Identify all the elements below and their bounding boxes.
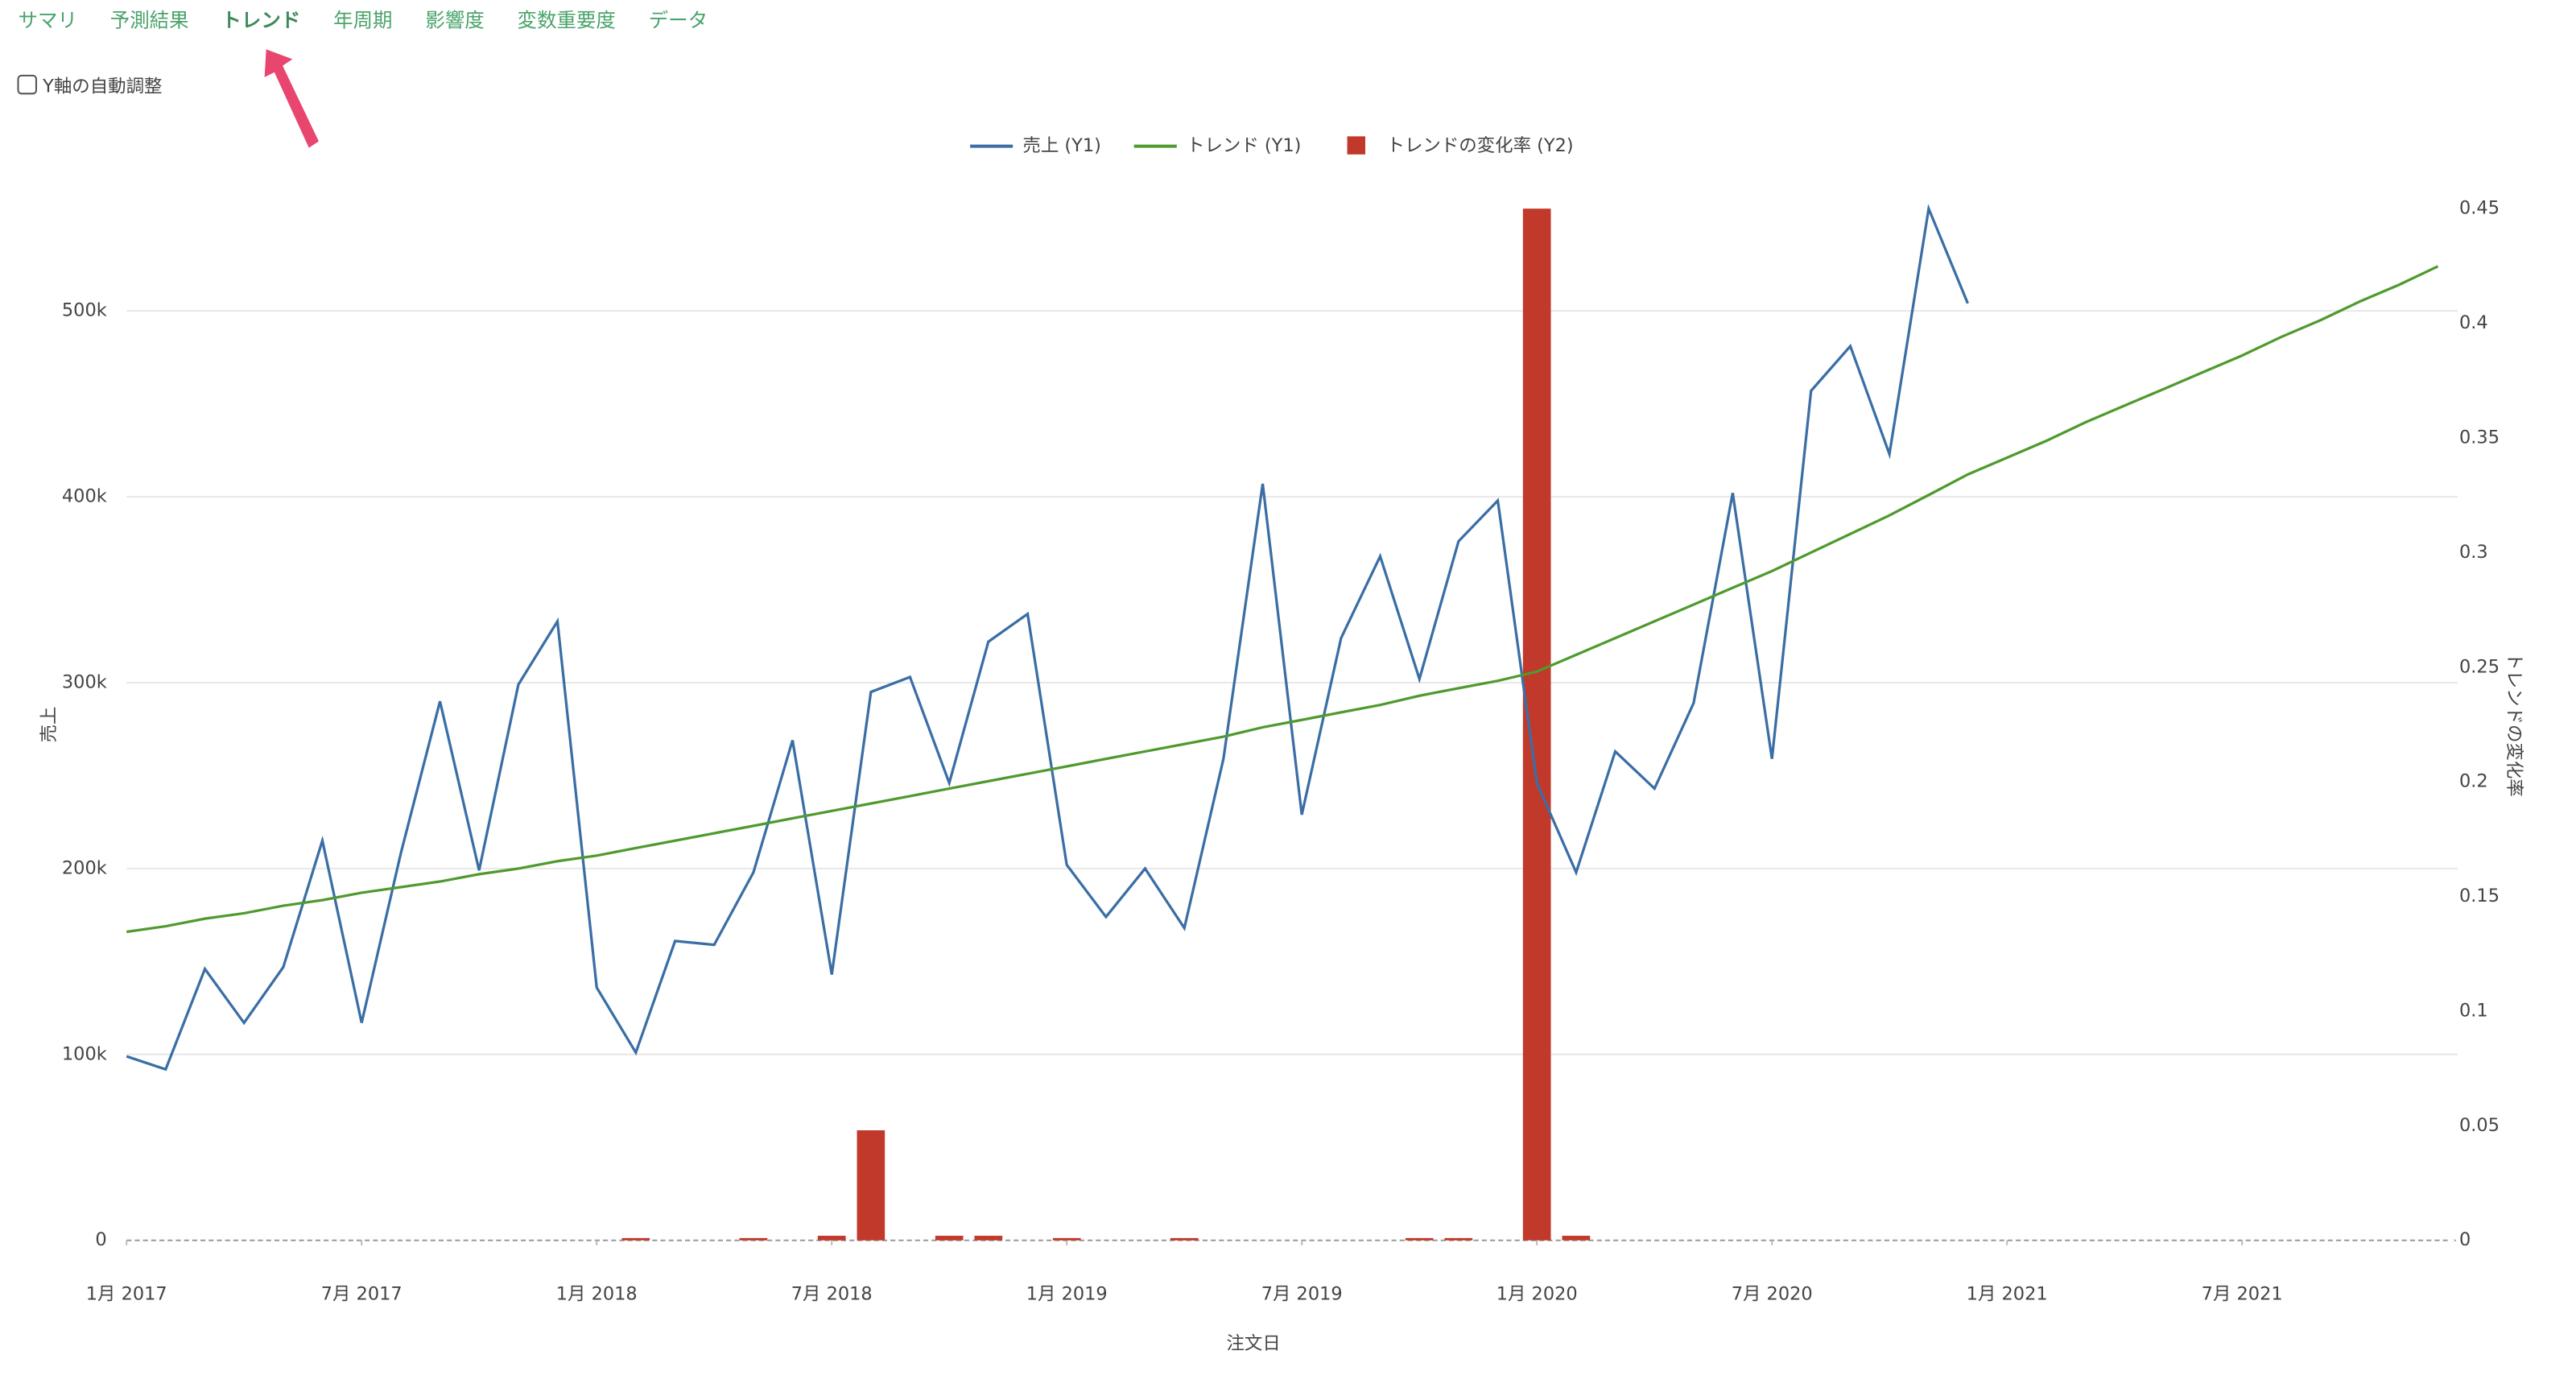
y-tick-label: 300k [62,672,107,693]
y-tick-label: 100k [62,1043,107,1064]
x-tick-label: 7月 2017 [321,1284,402,1305]
bar [621,1237,650,1241]
legend-label: 売上 (Y1) [1022,135,1101,156]
legend-label: トレンド (Y1) [1187,135,1301,156]
bar [817,1236,846,1241]
bar [935,1236,964,1241]
y2-tick-label: 0.05 [2459,1115,2500,1136]
y2-tick-label: 0.15 [2459,886,2500,906]
bar [1052,1237,1081,1241]
x-tick-label: 1月 2019 [1026,1284,1108,1305]
y2-tick-label: 0.1 [2459,1000,2488,1021]
y-tick-label: 0 [95,1229,106,1250]
bar [739,1237,768,1241]
y-tick-label: 400k [62,486,107,507]
x-tick-label: 1月 2018 [556,1284,638,1305]
bar [1522,209,1551,1241]
tab[interactable]: 年周期 [333,9,392,32]
x-tick-label: 1月 2020 [1496,1284,1578,1305]
bar [1170,1237,1199,1241]
checkbox[interactable] [17,74,37,95]
bar [857,1130,886,1241]
tab[interactable]: トレンド [221,9,300,32]
bar [1444,1237,1473,1241]
y2-tick-label: 0.4 [2459,312,2488,333]
y2-tick-label: 0.35 [2459,427,2500,448]
tab[interactable]: サマリ [19,9,77,32]
checkbox-label[interactable]: Y軸の自動調整 [42,76,162,97]
line [126,265,2439,934]
tab[interactable]: データ [649,9,708,32]
x-tick-label: 1月 2017 [86,1284,167,1305]
tab[interactable]: 変数重要度 [518,9,616,32]
x-tick-label: 7月 2020 [1732,1284,1813,1305]
y-axis-title: 売上 [39,707,60,743]
y-tick-label: 500k [62,300,107,321]
y2-tick-label: 0.45 [2459,198,2500,219]
y2-tick-label: 0 [2459,1229,2471,1250]
y2-tick-label: 0.25 [2459,656,2500,677]
x-axis-title: 注文日 [1226,1333,1280,1354]
legend-label: トレンドの変化率 (Y2) [1387,135,1574,156]
y2-tick-label: 0.3 [2459,542,2488,563]
x-tick-label: 7月 2018 [791,1284,873,1305]
pointer-arrow [264,49,319,148]
line [126,204,1969,1072]
legend-swatch [1347,136,1366,155]
tab[interactable]: 影響度 [425,9,484,32]
bar [974,1236,1003,1241]
tab[interactable]: 予測結果 [110,9,189,32]
x-tick-label: 7月 2021 [2202,1284,2283,1305]
bar [1562,1236,1591,1241]
x-tick-label: 1月 2021 [1967,1284,2048,1305]
y2-axis-title: トレンドの変化率 [2504,652,2524,797]
bar [1405,1237,1434,1241]
x-tick-label: 7月 2019 [1261,1284,1343,1305]
y-tick-label: 200k [62,857,107,878]
y2-tick-label: 0.2 [2459,771,2488,792]
